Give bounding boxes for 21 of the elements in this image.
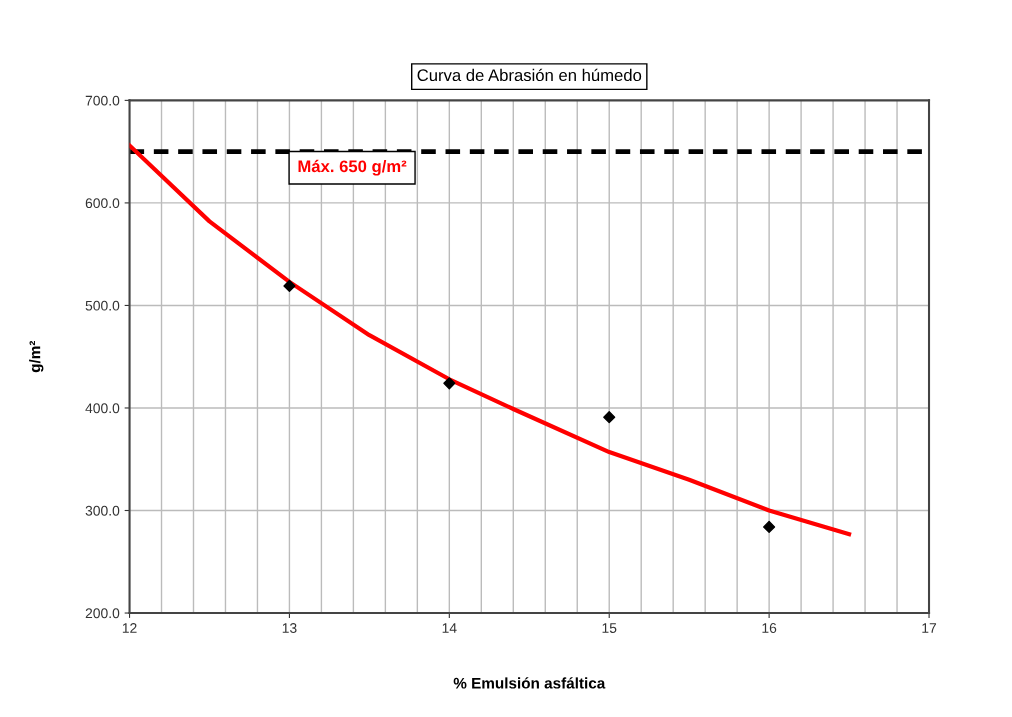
x-tick-label: 16 [762, 623, 777, 633]
y-tick-label: 200.0 [85, 608, 120, 619]
x-tick-label: 14 [442, 623, 457, 633]
point [763, 520, 776, 533]
x-tick-label: 17 [922, 623, 937, 633]
x-tick-label: 12 [122, 623, 137, 633]
y-tick-label: 400.0 [85, 403, 120, 414]
y-tick-label: 700.0 [85, 95, 120, 106]
point [283, 279, 296, 293]
ref-line-label: Máx. 650 g/m² [298, 159, 407, 176]
y-tick-label: 600.0 [85, 198, 120, 209]
line-series [129, 143, 852, 537]
point [443, 377, 456, 390]
y-tick-label: 500.0 [85, 300, 120, 311]
x-axis-title: % Emulsión asfáltica [453, 677, 606, 689]
chart-title: Curva de Abrasión en húmedo [417, 68, 642, 82]
point [603, 411, 616, 424]
x-tick-label: 15 [602, 623, 617, 633]
y-tick-label: 300.0 [85, 505, 120, 516]
y-axis-title: g/m² [29, 340, 44, 373]
x-tick-label: 13 [282, 623, 297, 633]
